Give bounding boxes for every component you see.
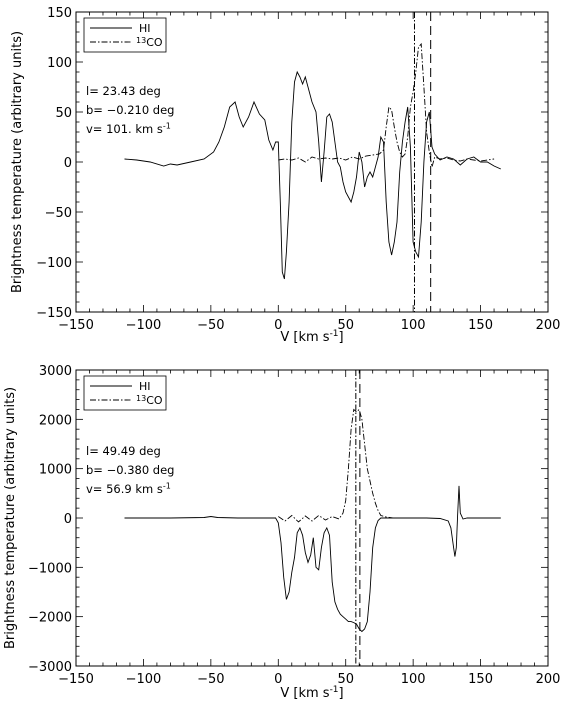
x-tick-label: −100: [126, 318, 162, 333]
plot-lines: [124, 370, 501, 666]
annotation-text: l= 49.49 deg: [86, 444, 161, 458]
series-line-hi: [124, 70, 501, 280]
legend-label: HI: [139, 22, 151, 35]
x-tick-label: 100: [401, 672, 426, 687]
x-tick-label: 150: [468, 318, 493, 333]
annotation-text: b= −0.210 deg: [86, 103, 174, 117]
y-tick-label: −3000: [28, 660, 72, 675]
legend-label: 13CO: [136, 394, 163, 407]
x-tick-label: 200: [536, 672, 561, 687]
y-axis-label: Brightness temperature (arbitrary units): [3, 387, 18, 649]
chart-panel-1: −150 −100 −50 0 50 100 150 200 −150 −100 −50 0 50 100…: [10, 6, 560, 345]
legend-box: [83, 17, 167, 53]
annotation-text: l= 23.43 deg: [86, 84, 161, 98]
x-tick-label: −100: [126, 672, 162, 687]
x-tick-label: −150: [58, 318, 94, 333]
y-tick-label: 2000: [39, 413, 72, 428]
x-tick-label: 100: [401, 318, 426, 333]
plot-frame: [75, 11, 549, 313]
series-line-hi: [124, 485, 501, 633]
legend-label: 13CO: [136, 36, 163, 49]
annotation-velocity: v= 101. km s-1: [86, 121, 171, 136]
x-axis-label: V [km s-1]: [280, 329, 343, 345]
y-tick-label: −50: [45, 206, 72, 221]
x-tick-label: −150: [58, 672, 94, 687]
plot-lines: [124, 12, 501, 312]
x-tick-label: 0: [274, 672, 282, 687]
y-tick-label: 3000: [39, 364, 72, 379]
y-tick-label: 1000: [39, 463, 72, 478]
y-tick-label: 0: [64, 512, 72, 527]
series-line-co: [278, 408, 393, 523]
y-tick-label: 150: [47, 6, 72, 21]
y-tick-label: −2000: [28, 611, 72, 626]
x-tick-label: 200: [536, 318, 561, 333]
y-axis-label: Brightness temperature (arbitrary units): [10, 31, 25, 293]
legend-box: [83, 375, 167, 411]
x-tick-label: −50: [197, 672, 224, 687]
y-tick-label: 0: [64, 156, 72, 171]
legend-label: HI: [139, 380, 151, 393]
x-tick-label: −50: [197, 318, 224, 333]
annotation-text: b= −0.380 deg: [86, 463, 174, 477]
x-tick-label: 50: [337, 318, 354, 333]
chart-panel-2: −150 −100 −50 0 50 100 150 200 −3000 −2000 −1000 0 1…: [3, 364, 560, 701]
annotation-velocity: v= 56.9 km s-1: [86, 481, 171, 496]
y-tick-label: −100: [36, 256, 72, 271]
x-tick-label: 50: [337, 672, 354, 687]
series-line-co: [278, 42, 495, 168]
x-axis-label: V [km s-1]: [280, 685, 343, 701]
x-tick-label: 0: [274, 318, 282, 333]
y-tick-label: 100: [47, 56, 72, 71]
x-tick-label: 150: [468, 672, 493, 687]
y-tick-label: −1000: [28, 561, 72, 576]
y-tick-label: 50: [55, 106, 72, 121]
y-tick-label: −150: [36, 306, 72, 321]
